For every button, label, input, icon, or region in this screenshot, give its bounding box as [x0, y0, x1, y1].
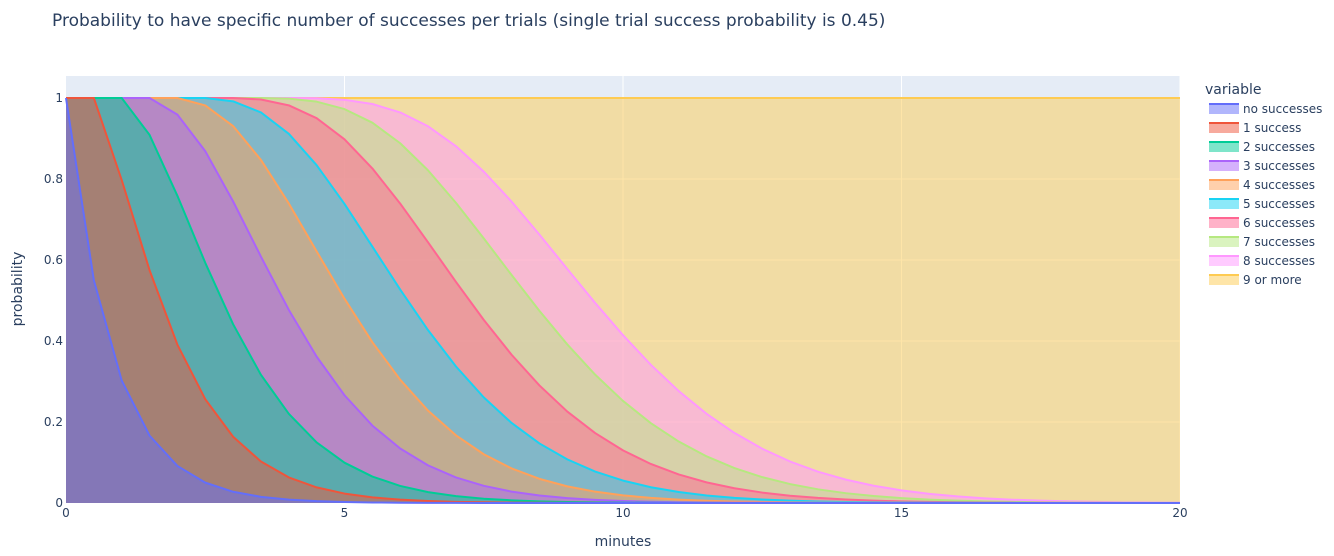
legend-swatch — [1209, 199, 1239, 209]
legend-label: 9 or more — [1243, 273, 1302, 287]
legend-label: 1 success — [1243, 121, 1301, 135]
legend-swatch — [1209, 237, 1239, 247]
legend-label: 4 successes — [1243, 178, 1315, 192]
area-1-success[interactable] — [66, 98, 1180, 503]
legend-swatch — [1209, 104, 1239, 114]
legend-item-2-successes[interactable]: 2 successes — [1209, 140, 1315, 154]
y-tick-label: 1 — [55, 91, 63, 105]
legend-swatch — [1209, 161, 1239, 171]
y-axis-ticks: 0 0.2 0.4 0.6 0.8 1 — [44, 91, 63, 510]
legend-swatch — [1209, 180, 1239, 190]
legend-item-9-or-more[interactable]: 9 or more — [1209, 273, 1302, 287]
legend-label: 3 successes — [1243, 159, 1315, 173]
legend-label: 7 successes — [1243, 235, 1315, 249]
x-tick-label: 20 — [1172, 506, 1187, 520]
y-tick-label: 0.6 — [44, 253, 63, 267]
legend-label: 5 successes — [1243, 197, 1315, 211]
area-3-successes[interactable] — [66, 98, 1180, 503]
legend-item-6-successes[interactable]: 6 successes — [1209, 216, 1315, 230]
legend-item-7-successes[interactable]: 7 successes — [1209, 235, 1315, 249]
line-7-successes[interactable] — [66, 97, 1181, 504]
legend-item-4-successes[interactable]: 4 successes — [1209, 178, 1315, 192]
legend-label: 2 successes — [1243, 140, 1315, 154]
legend-label: 6 successes — [1243, 216, 1315, 230]
plot-areas — [65, 97, 1181, 504]
legend-swatch — [1209, 142, 1239, 152]
x-tick-label: 10 — [615, 506, 630, 520]
legend-swatch — [1209, 256, 1239, 266]
legend-label: no successes — [1243, 102, 1322, 116]
y-tick-label: 0.2 — [44, 415, 63, 429]
legend-item-no-successes[interactable]: no successes — [1209, 102, 1322, 116]
x-tick-label: 0 — [62, 506, 70, 520]
y-tick-label: 0.8 — [44, 172, 63, 186]
x-tick-label: 5 — [341, 506, 349, 520]
y-tick-label: 0.4 — [44, 334, 63, 348]
legend-swatch — [1209, 218, 1239, 228]
legend-item-8-successes[interactable]: 8 successes — [1209, 254, 1315, 268]
legend-swatch — [1209, 275, 1239, 285]
legend-swatch — [1209, 123, 1239, 133]
legend-label: 8 successes — [1243, 254, 1315, 268]
y-axis-title: probability — [10, 252, 26, 327]
legend-item-5-successes[interactable]: 5 successes — [1209, 197, 1315, 211]
chart-title: Probability to have specific number of s… — [52, 11, 885, 31]
legend-title: variable — [1205, 82, 1261, 98]
x-axis-title: minutes — [595, 534, 652, 550]
y-tick-label: 0 — [55, 496, 63, 510]
legend-item-3-successes[interactable]: 3 successes — [1209, 159, 1315, 173]
x-axis-ticks: 0 5 10 15 20 — [62, 506, 1187, 520]
legend: no successes 1 success 2 successes 3 succes… — [1209, 102, 1322, 287]
line-no-successes[interactable] — [65, 97, 1180, 504]
legend-item-1-success[interactable]: 1 success — [1209, 121, 1301, 135]
x-tick-label: 15 — [894, 506, 909, 520]
